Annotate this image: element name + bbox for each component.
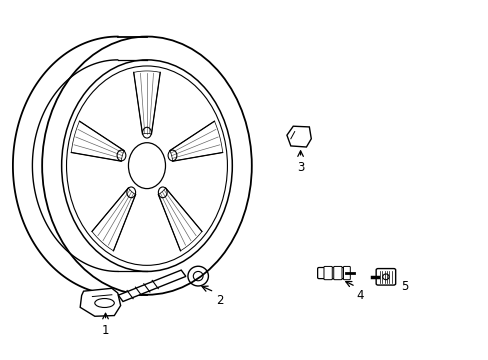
Text: 5: 5 — [400, 280, 407, 293]
FancyBboxPatch shape — [375, 269, 395, 285]
FancyBboxPatch shape — [333, 266, 341, 280]
Polygon shape — [80, 288, 121, 316]
Text: 1: 1 — [102, 324, 109, 337]
Polygon shape — [92, 188, 135, 251]
Text: 2: 2 — [215, 294, 223, 307]
Polygon shape — [286, 126, 311, 147]
FancyBboxPatch shape — [317, 267, 346, 279]
Polygon shape — [71, 121, 124, 161]
Polygon shape — [133, 71, 160, 134]
Polygon shape — [158, 188, 202, 251]
Polygon shape — [169, 121, 222, 161]
FancyBboxPatch shape — [324, 266, 331, 280]
Text: 3: 3 — [296, 161, 304, 174]
Polygon shape — [118, 270, 185, 301]
Text: 4: 4 — [356, 289, 364, 302]
FancyBboxPatch shape — [343, 266, 349, 280]
